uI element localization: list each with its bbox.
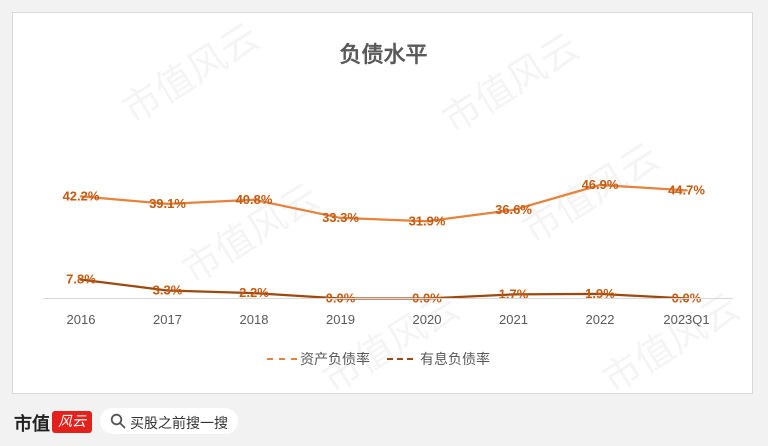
data-point: [685, 189, 688, 192]
x-tick-label: 2023Q1: [663, 312, 709, 327]
search-box[interactable]: 买股之前搜一搜: [100, 408, 238, 434]
data-label: 39.1%: [149, 196, 186, 211]
data-point: [252, 291, 256, 295]
data-label: 33.3%: [322, 210, 359, 225]
legend-label: 资产负债率: [300, 351, 370, 368]
data-point: [339, 216, 342, 220]
data-label: 1.9%: [585, 286, 615, 301]
x-tick-label: 2018: [240, 312, 269, 327]
brand-logo-text: 市值: [14, 414, 50, 435]
x-tick-label: 2020: [413, 312, 442, 327]
search-placeholder: 买股之前搜一搜: [130, 416, 228, 432]
data-point: [512, 293, 515, 296]
data-point: [252, 198, 256, 201]
data-label: 31.9%: [409, 213, 446, 228]
x-tick-label: 2019: [326, 312, 355, 327]
data-point: [79, 195, 83, 198]
data-label: 44.7%: [668, 182, 705, 197]
data-point: [512, 208, 515, 212]
legend-label: 有息负债率: [420, 351, 490, 368]
series-line-1: [80, 183, 687, 223]
data-point: [425, 220, 429, 223]
data-label: 2.2%: [239, 285, 269, 300]
chart-title: 负债水平: [339, 43, 428, 68]
x-tick-label: 2021: [499, 312, 528, 327]
data-label: 7.8%: [66, 272, 96, 287]
brand-logo-badge: 风云: [52, 411, 92, 433]
data-label: 3.3%: [153, 283, 183, 298]
data-label: 1.7%: [499, 286, 529, 301]
x-tick-label: 2016: [67, 312, 96, 327]
search-icon: [110, 413, 126, 429]
data-label: 36.6%: [495, 202, 532, 217]
data-point: [166, 289, 169, 292]
data-label: 40.8%: [236, 192, 273, 207]
data-label: 42.2%: [63, 188, 100, 203]
data-point: [79, 278, 83, 281]
data-label: 46.9%: [582, 177, 619, 192]
line-chart: 42.2% 39.1% 40.8% 33.3% 31.9% 36.6% 46.9% 44.7%…: [43, 177, 733, 368]
data-point: [598, 183, 602, 187]
data-point: [598, 292, 602, 296]
data-point: [166, 202, 169, 206]
x-tick-label: 2017: [153, 312, 182, 327]
x-tick-label: 2022: [586, 312, 615, 327]
footer-bar: 市值 风云 买股之前搜一搜: [0, 400, 768, 446]
